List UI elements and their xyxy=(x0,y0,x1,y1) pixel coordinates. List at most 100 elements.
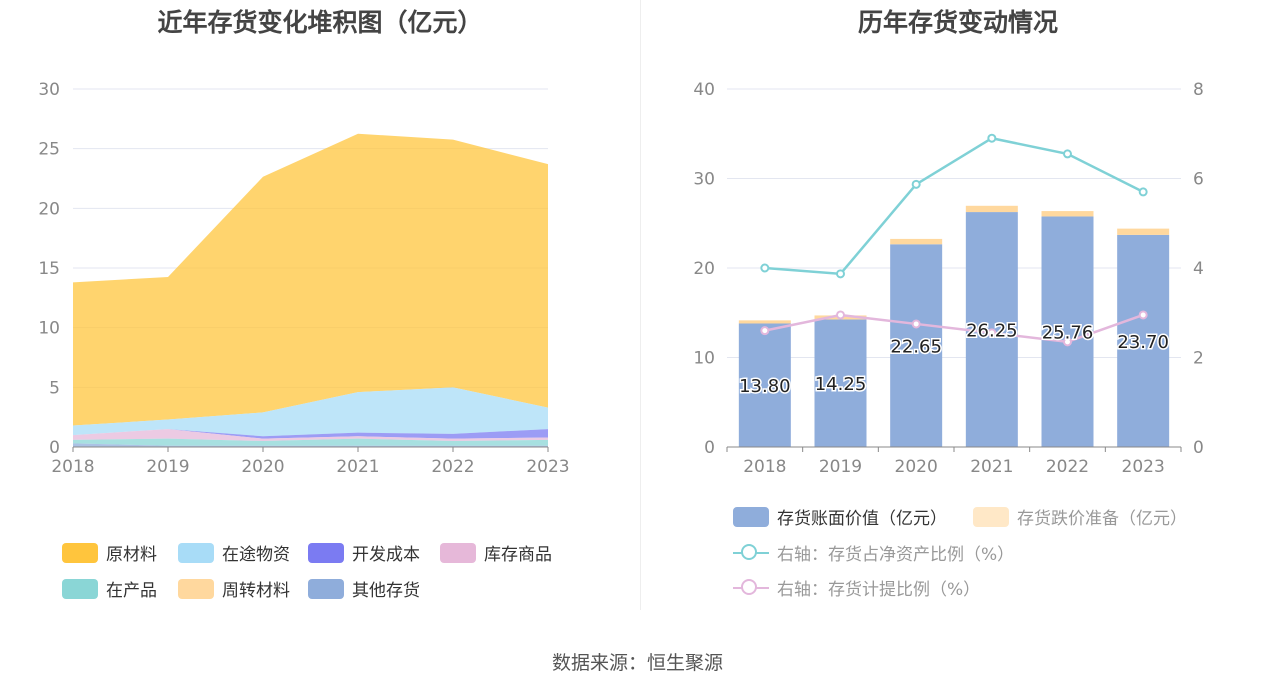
legend-swatch xyxy=(440,542,476,563)
legend-item[interactable]: 右轴：存货占净资产比例（%） xyxy=(733,540,1014,565)
legend-swatch xyxy=(62,578,98,599)
line-point xyxy=(911,179,921,189)
x-tick-label: 2021 xyxy=(970,457,1013,477)
series-line xyxy=(764,313,1144,344)
area-原材料 xyxy=(73,133,548,426)
line-point xyxy=(987,133,997,143)
x-tick-label: 2020 xyxy=(895,457,938,477)
legend-item[interactable]: 右轴：存货计提比例（%） xyxy=(733,575,980,600)
y-tick-label: 10 xyxy=(693,349,715,369)
legend-label: 原材料 xyxy=(106,545,157,565)
stacked-area-chart: 0 5 10 15 20 25 30 2018 2019 2020 2021 2022 2023 xyxy=(38,80,569,477)
bar-book-value xyxy=(1041,216,1094,447)
legend-label: 周转材料 xyxy=(222,581,290,601)
legend-label: 在产品 xyxy=(106,581,157,601)
legend-item[interactable]: 原材料 xyxy=(62,540,157,565)
legend-label: 右轴：存货占净资产比例（%） xyxy=(777,545,1015,565)
y-tick-label: 25 xyxy=(38,140,60,160)
y-tick-label: 30 xyxy=(38,80,60,100)
x-tick-label: 2023 xyxy=(1122,457,1165,477)
area-在产品 xyxy=(73,438,548,446)
y2-tick-label: 8 xyxy=(1193,80,1204,100)
series-line xyxy=(764,136,1144,276)
line-point xyxy=(836,269,845,279)
right-chart-title: 历年存货变动情况 xyxy=(857,8,1058,37)
y-tick-label: 40 xyxy=(693,80,715,100)
legend-label: 开发成本 xyxy=(352,545,420,565)
legend-label: 右轴：存货计提比例（%） xyxy=(777,580,981,600)
y-tick-label: 20 xyxy=(693,259,715,279)
bar-data-label: 23.70 xyxy=(1117,332,1169,353)
area-开发成本 xyxy=(73,429,548,439)
x-tick-label: 2018 xyxy=(51,457,94,477)
y-tick-label: 0 xyxy=(704,438,715,458)
y-tick-label: 5 xyxy=(49,378,60,398)
legend-item[interactable]: 周转材料 xyxy=(178,576,290,601)
legend-swatch xyxy=(308,578,344,599)
right-chart-panel: 历年存货变动情况 0 10 20 30 40 0 2 4 6 8 2018 2019 2020 2021 2… xyxy=(641,0,1275,610)
bar-data-label: 25.76 xyxy=(1042,323,1094,344)
y2-tick-label: 4 xyxy=(1193,259,1204,279)
bar-book-value xyxy=(890,244,943,447)
x-tick-label: 2020 xyxy=(241,457,284,477)
line-point xyxy=(1138,187,1148,197)
right-chart-legend: 存货账面价值（亿元） 存货跌价准备（亿元） 右轴：存货占净资产比例（%） 右轴：存货计… xyxy=(641,500,1275,610)
legend-label: 在途物资 xyxy=(222,545,290,565)
legend-swatch xyxy=(973,506,1009,527)
bar-data-label: 14.25 xyxy=(815,374,867,395)
legend-label: 存货跌价准备（亿元） xyxy=(1017,509,1187,529)
line-point xyxy=(760,326,770,336)
legend-swatch xyxy=(308,542,344,563)
line-point xyxy=(987,328,997,338)
bar-book-value xyxy=(1117,234,1170,447)
bar-book-value xyxy=(738,323,791,447)
legend-swatch xyxy=(733,543,769,563)
bar-impairment xyxy=(738,320,791,324)
y2-tick-label: 2 xyxy=(1193,349,1204,369)
x-tick-label: 2019 xyxy=(819,457,862,477)
line-point xyxy=(1063,149,1072,159)
legend-label: 存货账面价值（亿元） xyxy=(777,509,947,529)
line-point xyxy=(1063,337,1072,347)
area-在途物资 xyxy=(73,387,548,437)
bar-impairment xyxy=(965,205,1018,213)
legend-label: 其他存货 xyxy=(352,581,420,601)
bar-data-label: 13.80 xyxy=(739,376,791,397)
bar-book-value xyxy=(814,319,867,447)
area-库存商品 xyxy=(73,429,548,442)
bar-impairment xyxy=(1117,228,1170,235)
data-source-note: 数据来源：恒生聚源 xyxy=(551,652,723,674)
y2-tick-label: 6 xyxy=(1193,170,1204,190)
panel-divider xyxy=(640,0,641,610)
bar-impairment xyxy=(890,238,943,245)
legend-swatch xyxy=(62,542,98,563)
legend-label: 库存商品 xyxy=(484,545,552,565)
legend-swatch xyxy=(178,542,214,563)
y-tick-label: 10 xyxy=(38,319,60,339)
y-tick-label: 0 xyxy=(49,438,60,458)
y-tick-label: 20 xyxy=(38,199,60,219)
legend-swatch xyxy=(733,578,769,598)
line-point xyxy=(836,310,845,320)
legend-item[interactable]: 在产品 xyxy=(62,576,157,601)
y-tick-label: 30 xyxy=(693,170,715,190)
legend-item[interactable]: 存货账面价值（亿元） xyxy=(733,504,947,529)
legend-item[interactable]: 在途物资 xyxy=(178,540,290,565)
y2-tick-label: 0 xyxy=(1193,438,1204,458)
x-tick-label: 2023 xyxy=(526,457,569,477)
legend-swatch xyxy=(178,578,214,599)
legend-item[interactable]: 其他存货 xyxy=(308,576,420,601)
x-tick-label: 2022 xyxy=(1046,457,1089,477)
legend-item[interactable]: 开发成本 xyxy=(308,540,420,565)
legend-item[interactable]: 库存商品 xyxy=(440,540,552,565)
bar-impairment xyxy=(1041,211,1094,217)
x-tick-label: 2022 xyxy=(431,457,474,477)
left-chart-title: 近年存货变化堆积图（亿元） xyxy=(157,8,483,37)
line-point xyxy=(1138,310,1148,320)
x-tick-label: 2019 xyxy=(146,457,189,477)
left-chart-panel: 近年存货变化堆积图（亿元） 0 5 10 15 20 25 30 2018 2019 2020 20… xyxy=(0,0,640,610)
area-其他存货 xyxy=(73,443,548,447)
line-point xyxy=(911,319,921,329)
legend-item[interactable]: 存货跌价准备（亿元） xyxy=(973,504,1187,529)
y-tick-label: 15 xyxy=(38,259,60,279)
